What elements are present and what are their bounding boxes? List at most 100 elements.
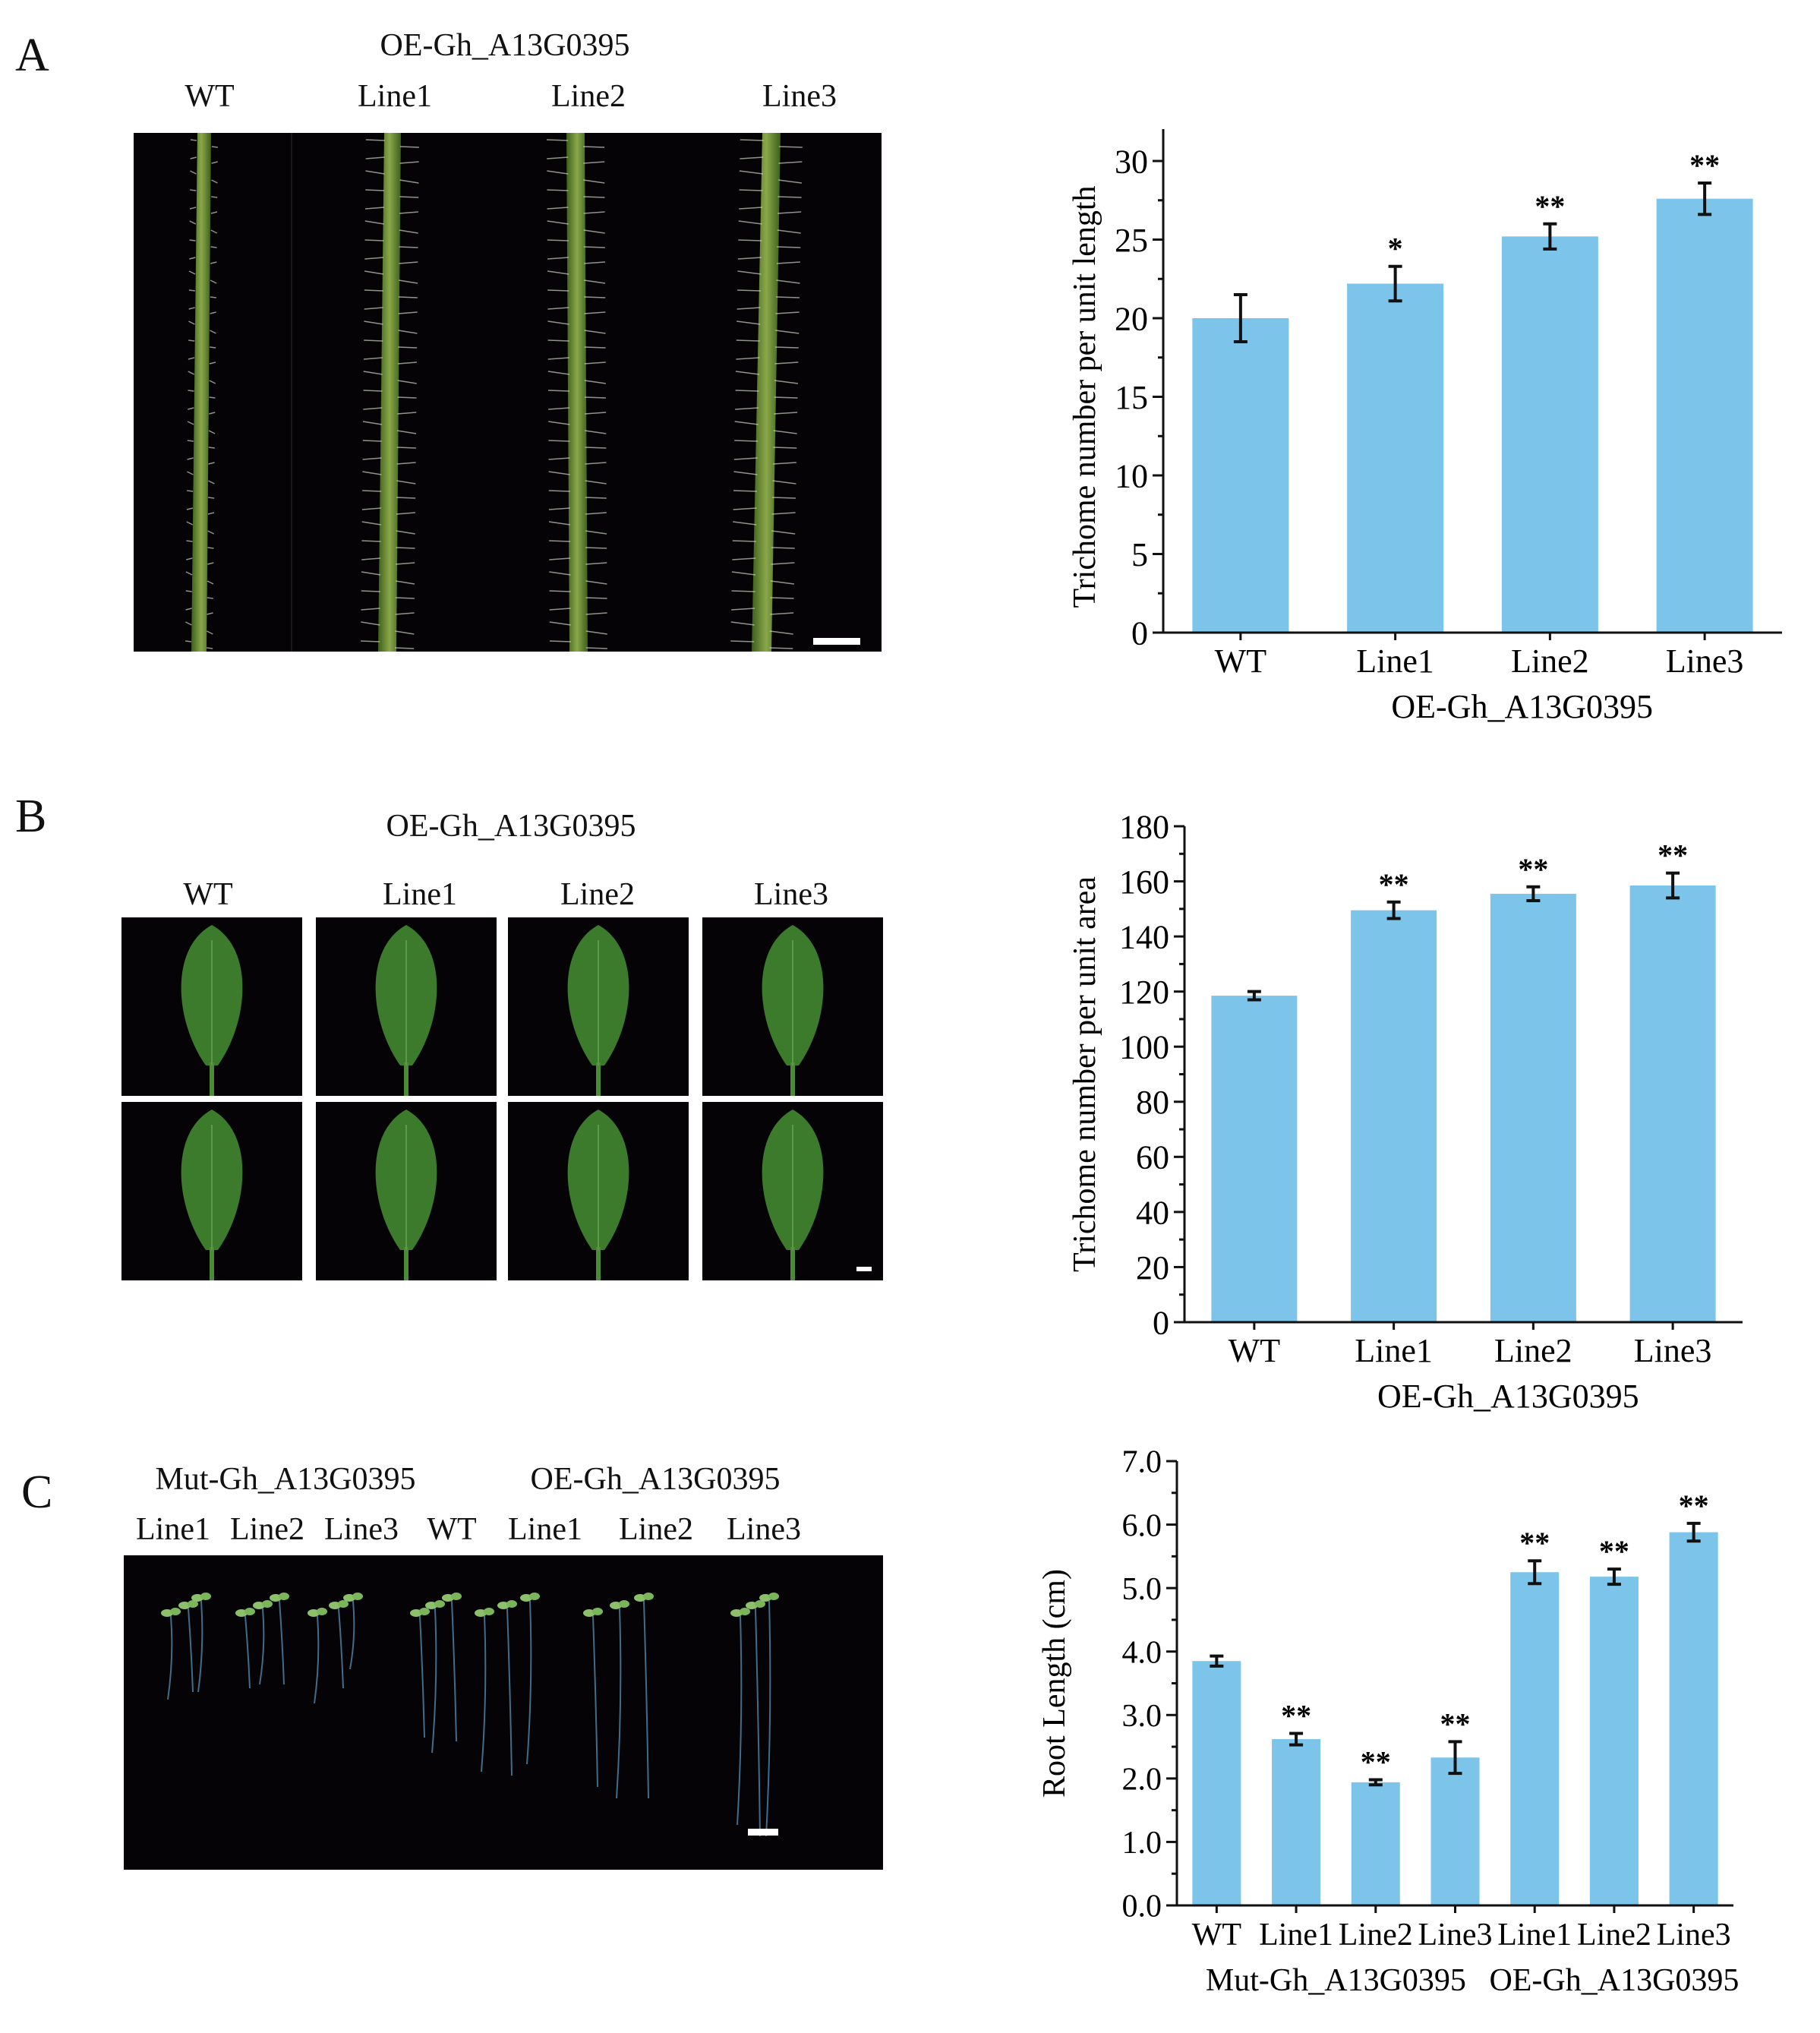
seedling-cotyledon: [419, 1608, 430, 1615]
leaf-photo-cell-8: [702, 1102, 883, 1280]
photo-b-group-label: OE-Gh_A13G0395: [386, 809, 636, 844]
seedling-cotyledon: [610, 1602, 622, 1609]
seedling-cotyledon: [262, 1600, 273, 1608]
seedling-cotyledon: [746, 1602, 758, 1609]
bar-5: [1510, 1572, 1560, 1905]
leaf-grid-drawing: [121, 917, 883, 1280]
error-bar-1: [1210, 1654, 1224, 1668]
seedling-cotyledon: [759, 1594, 771, 1602]
seedling-cotyledon: [497, 1602, 509, 1609]
error-bar-3: [1543, 222, 1557, 251]
x-tick-label-3: Line2: [1511, 642, 1589, 680]
x-tick-label-4: Line3: [1666, 642, 1744, 680]
leaf-photo-cell-1: [121, 917, 302, 1096]
photo-b-label-wt: WT: [183, 877, 233, 912]
photo-a-label-line2: Line2: [551, 79, 626, 114]
seedling-cotyledon: [161, 1609, 173, 1617]
significance-label-2: **: [1281, 1699, 1311, 1733]
y-tick-label-5: 4.0: [1122, 1635, 1162, 1670]
seedling-root: [188, 1608, 194, 1693]
seedling-cotyledon: [425, 1602, 437, 1609]
seedling-cotyledon: [619, 1600, 629, 1608]
significance-label-2: *: [1388, 232, 1403, 266]
y-tick-label-7: 6.0: [1122, 1508, 1162, 1543]
bar-1: [1192, 1661, 1241, 1905]
leaf-photo-cell-6: [316, 1102, 497, 1280]
x-tick-label-6: Line2: [1577, 1918, 1651, 1953]
x-tick-label-1: WT: [1192, 1918, 1241, 1953]
bar-3: [1501, 236, 1598, 633]
photo-c-group-label-mut: Mut-Gh_A13G0395: [155, 1462, 416, 1497]
error-bar-4: [1448, 1740, 1462, 1776]
photo-c-label-oe-line2: Line2: [619, 1512, 693, 1547]
bar-7: [1669, 1532, 1718, 1905]
photo-a-label-line3: Line3: [762, 79, 837, 114]
x-tick-label-1: WT: [1215, 642, 1267, 680]
bar-1: [1211, 996, 1298, 1322]
y-tick-label-4: 60: [1136, 1139, 1169, 1176]
significance-label-3: **: [1518, 852, 1548, 886]
seedling-root: [279, 1600, 285, 1685]
seedling-root: [481, 1615, 487, 1773]
x-axis-label: OE-Gh_A13G0395: [1391, 688, 1653, 725]
y-tick-label-8: 7.0: [1122, 1445, 1162, 1480]
seedling-root: [349, 1600, 355, 1670]
error-bar-2: [1388, 264, 1402, 303]
y-tick-label-2: 1.0: [1122, 1826, 1162, 1861]
scale-bar: [856, 1267, 872, 1271]
seedling-root: [616, 1608, 622, 1799]
y-tick-label-4: 15: [1115, 379, 1148, 416]
error-bar-2: [1289, 1732, 1304, 1747]
seedling-cotyledon: [520, 1594, 532, 1602]
y-tick-label-2: 5: [1131, 536, 1148, 573]
seedling-cotyledon: [730, 1609, 743, 1617]
x-tick-label-5: Line1: [1497, 1918, 1572, 1953]
photo-c-label-mut-line1: Line1: [136, 1512, 210, 1547]
stem-trichome-photo: [134, 133, 882, 652]
seedling-cotyledon: [506, 1600, 517, 1608]
bar-4: [1430, 1757, 1480, 1905]
error-bar-3: [1526, 885, 1541, 902]
scale-bar: [748, 1829, 778, 1836]
seedling-cotyledon: [434, 1600, 445, 1608]
bar-1: [1192, 318, 1289, 633]
y-axis-label: Trichome number per unit area: [1068, 876, 1102, 1272]
significance-label-4: **: [1658, 838, 1688, 873]
y-tick-label-5: 20: [1115, 300, 1148, 337]
x-tick-label-3: Line2: [1339, 1918, 1413, 1953]
seedling-root: [197, 1600, 203, 1693]
y-tick-label-5: 80: [1136, 1084, 1169, 1121]
significance-label-5: **: [1519, 1526, 1550, 1560]
error-bar-3: [1368, 1778, 1383, 1787]
significance-label-7: **: [1679, 1488, 1709, 1523]
seedling-root: [506, 1608, 513, 1776]
y-tick-label-1: 0: [1131, 614, 1148, 652]
chart-c-root-length: WT ** Line1 ** Line2 ** Line3 ** Line1 ** Line2 ** L…: [1037, 1445, 1739, 1998]
seedling-cotyledon: [352, 1593, 363, 1600]
y-tick-label-3: 2.0: [1122, 1763, 1162, 1798]
bar-2: [1272, 1739, 1321, 1905]
bar-3: [1490, 893, 1576, 1322]
photo-b-label-line1: Line1: [383, 877, 457, 912]
y-tick-label-7: 30: [1115, 143, 1148, 180]
significance-label-4: **: [1689, 148, 1720, 182]
x-tick-label-3: Line2: [1494, 1332, 1572, 1369]
seedling-cotyledon: [188, 1600, 198, 1608]
photo-c-label-wt: WT: [427, 1512, 477, 1547]
seedling-root: [451, 1600, 457, 1742]
y-tick-label-4: 3.0: [1122, 1699, 1162, 1734]
photo-b-label-line2: Line2: [560, 877, 635, 912]
y-tick-label-6: 5.0: [1122, 1572, 1162, 1607]
leaf-photo-cell-2: [316, 917, 497, 1096]
leaf-photo-cell-4: [702, 917, 883, 1096]
bar-6: [1589, 1577, 1639, 1905]
x-axis-group-label-mut: Mut-Gh_A13G0395: [1206, 1963, 1466, 1998]
x-tick-label-7: Line3: [1657, 1918, 1731, 1953]
error-bar-2: [1386, 900, 1401, 920]
seedling-cotyledon: [308, 1609, 320, 1617]
x-tick-label-4: Line3: [1418, 1918, 1493, 1953]
seedling-cotyledon: [768, 1593, 779, 1600]
leaf-photo-cell-3: [508, 917, 689, 1096]
photo-c-label-oe-line1: Line1: [508, 1512, 582, 1547]
seedling-cotyledon: [338, 1600, 349, 1608]
